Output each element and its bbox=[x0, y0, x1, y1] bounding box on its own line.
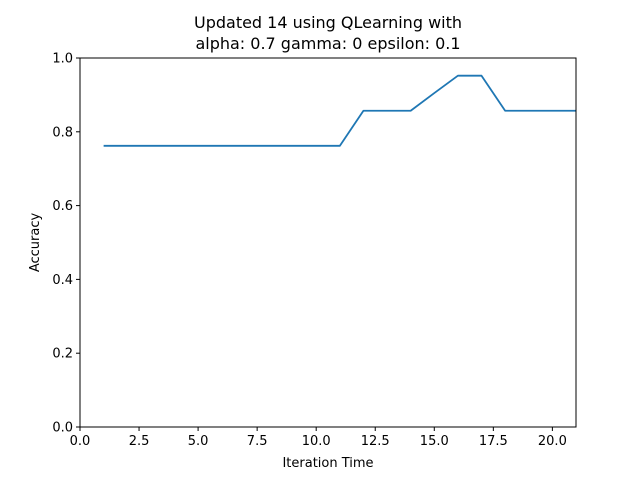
x-axis-label: Iteration Time bbox=[282, 456, 373, 471]
plot-frame bbox=[79, 57, 577, 428]
x-tick-label: 2.5 bbox=[129, 434, 150, 449]
x-tick-label: 5.0 bbox=[188, 434, 209, 449]
y-tick-label: 1.0 bbox=[52, 52, 73, 67]
y-tick-label: 0.6 bbox=[52, 199, 73, 214]
plot-area bbox=[103, 74, 576, 147]
x-tick-label: 15.0 bbox=[420, 434, 449, 449]
x-axis: 0.0 2.5 5.0 7.5 10.0 12.5 15.0 17.5 20.0 bbox=[70, 427, 567, 449]
x-tick-label: 7.5 bbox=[247, 434, 268, 449]
y-tick-label: 0.0 bbox=[52, 421, 73, 436]
y-tick-label: 0.2 bbox=[52, 347, 73, 362]
accuracy-series-line bbox=[103, 74, 576, 147]
x-tick-label: 12.5 bbox=[361, 434, 390, 449]
chart-title-line-2: alpha: 0.7 gamma: 0 epsilon: 0.1 bbox=[195, 34, 460, 53]
x-tick-label: 20.0 bbox=[538, 434, 567, 449]
y-axis: 0.0 0.2 0.4 0.6 0.8 1.0 bbox=[52, 52, 80, 436]
chart-title-line-1: Updated 14 using QLearning with bbox=[194, 13, 462, 32]
y-tick-label: 0.8 bbox=[52, 125, 73, 140]
x-tick-label: 17.5 bbox=[479, 434, 508, 449]
y-tick-label: 0.4 bbox=[52, 273, 73, 288]
x-tick-label: 0.0 bbox=[70, 434, 91, 449]
x-tick-label: 10.0 bbox=[302, 434, 331, 449]
y-axis-label: Accuracy bbox=[28, 213, 43, 273]
